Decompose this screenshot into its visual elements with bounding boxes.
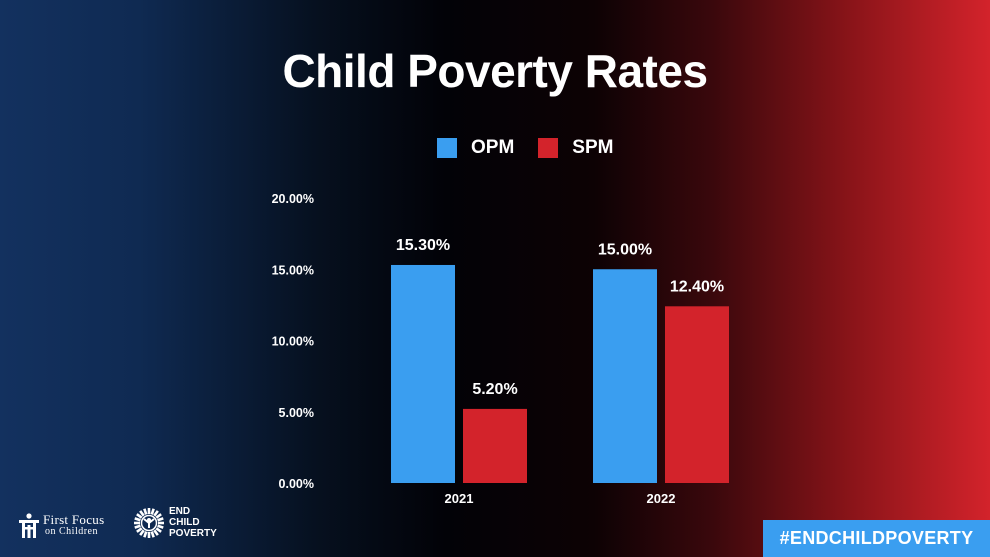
data-label: 15.30% [396, 237, 450, 254]
y-tick-label: 20.00% [272, 192, 314, 206]
y-tick-label: 0.00% [279, 477, 314, 491]
ecp-line2: CHILD [169, 517, 200, 528]
x-tick-label: 2021 [445, 491, 474, 506]
bar-opm-2022 [593, 269, 657, 483]
data-label: 12.40% [670, 278, 724, 295]
hashtag-badge[interactable]: #ENDCHILDPOVERTY [763, 520, 990, 557]
y-tick-label: 5.00% [279, 406, 314, 420]
legend-item-spm: SPM [538, 137, 613, 159]
bar-opm-2021 [391, 264, 455, 483]
first-focus-line2: on Children [45, 526, 98, 537]
first-focus-mark-icon [18, 513, 40, 539]
data-label: 5.20% [472, 381, 517, 398]
bar-spm-2021 [463, 408, 527, 483]
y-tick-label: 10.00% [272, 335, 314, 349]
legend: OPM SPM [437, 137, 637, 159]
legend-swatch-spm [538, 138, 559, 158]
legend-swatch-opm [437, 138, 457, 158]
data-label: 15.00% [598, 241, 652, 258]
sunburst-child-icon [134, 507, 164, 538]
y-tick-label: 15.00% [272, 263, 314, 277]
x-tick-label: 2022 [647, 491, 676, 506]
ecp-line1: END [169, 506, 191, 517]
bar-spm-2022 [665, 306, 729, 483]
legend-label-spm: SPM [572, 137, 614, 158]
end-child-poverty-logo: END CHILD POVERTY [133, 506, 217, 539]
legend-item-opm: OPM [437, 137, 514, 159]
ecp-line3: POVERTY [169, 528, 217, 539]
hashtag-text: #ENDCHILDPOVERTY [779, 528, 974, 548]
chart-title: Child Poverty Rates [282, 45, 708, 97]
first-focus-line1: First Focus [43, 512, 105, 527]
legend-label-opm: OPM [471, 137, 515, 158]
first-focus-logo: First Focus on Children [18, 513, 104, 539]
